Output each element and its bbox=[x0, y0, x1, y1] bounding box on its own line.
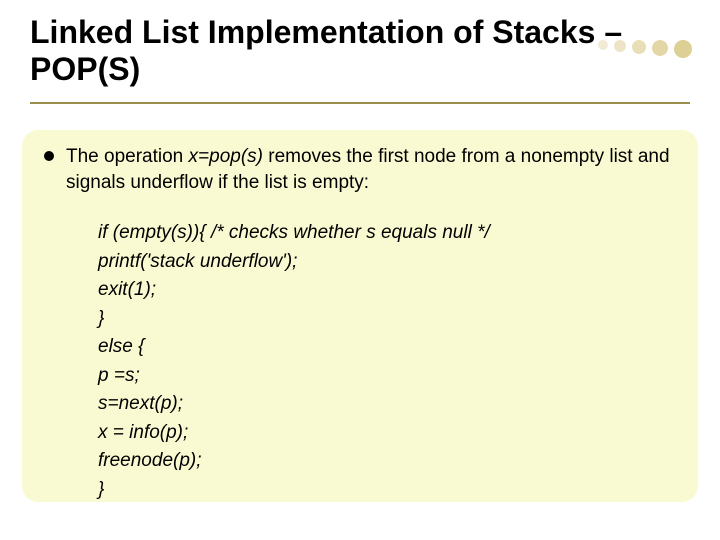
code-line: freenode(p); bbox=[98, 447, 680, 476]
bullet-op: x=pop(s) bbox=[189, 146, 263, 167]
code-line: exit(1); bbox=[98, 276, 680, 305]
bullet-pre: The operation bbox=[66, 146, 189, 167]
title-underline bbox=[30, 102, 690, 104]
decorative-circles bbox=[598, 40, 692, 58]
bullet-text: The operation x=pop(s) removes the first… bbox=[66, 144, 680, 195]
code-line: x = info(p); bbox=[98, 419, 680, 448]
code-block: if (empty(s)){ /* checks whether s equal… bbox=[98, 219, 680, 504]
code-line: } bbox=[98, 305, 680, 334]
bullet-item: The operation x=pop(s) removes the first… bbox=[40, 144, 680, 195]
content-panel: The operation x=pop(s) removes the first… bbox=[22, 130, 698, 502]
slide: Linked List Implementation of Stacks – P… bbox=[0, 0, 720, 540]
circle-icon bbox=[674, 40, 692, 58]
bullet-icon bbox=[44, 151, 54, 161]
code-line: if (empty(s)){ /* checks whether s equal… bbox=[98, 219, 680, 248]
circle-icon bbox=[598, 40, 608, 50]
code-line: printf('stack underflow'); bbox=[98, 248, 680, 277]
slide-title: Linked List Implementation of Stacks – P… bbox=[30, 14, 690, 88]
circle-icon bbox=[652, 40, 668, 56]
code-line: s=next(p); bbox=[98, 390, 680, 419]
code-line: else { bbox=[98, 333, 680, 362]
circle-icon bbox=[632, 40, 646, 54]
circle-icon bbox=[614, 40, 626, 52]
code-line: p =s; bbox=[98, 362, 680, 391]
code-line: } bbox=[98, 476, 680, 505]
